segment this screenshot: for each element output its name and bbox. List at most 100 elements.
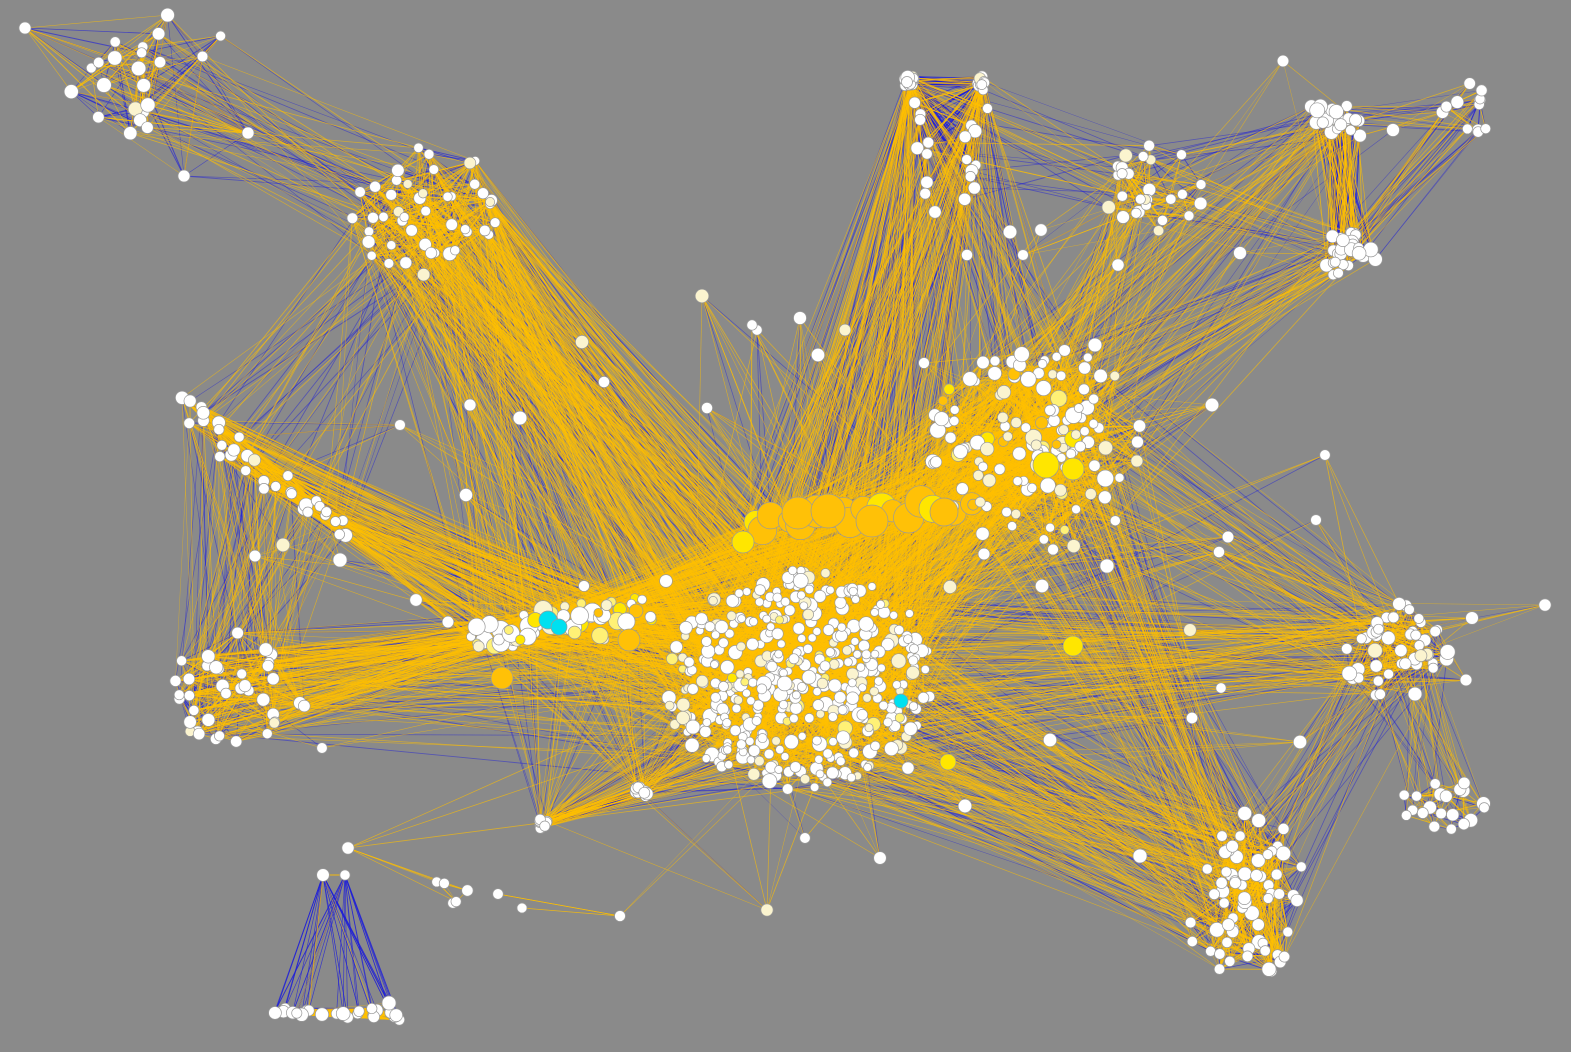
graph-node[interactable] — [213, 423, 225, 436]
graph-node[interactable] — [934, 411, 950, 427]
graph-node[interactable] — [539, 820, 551, 832]
graph-node[interactable] — [747, 767, 761, 781]
graph-node-satellite[interactable] — [810, 347, 826, 363]
graph-node[interactable] — [644, 611, 657, 623]
graph-node-satellite[interactable] — [746, 319, 758, 331]
graph-node[interactable] — [1278, 950, 1291, 963]
graph-node[interactable] — [724, 760, 734, 770]
graph-node[interactable] — [1450, 95, 1465, 109]
graph-node[interactable] — [725, 594, 740, 608]
graph-node[interactable] — [1439, 789, 1453, 803]
graph-node[interactable] — [780, 752, 790, 761]
graph-node[interactable] — [976, 79, 988, 90]
graph-node[interactable] — [766, 660, 778, 673]
graph-node[interactable] — [881, 637, 895, 652]
graph-node[interactable] — [233, 431, 245, 443]
graph-node[interactable] — [418, 237, 432, 252]
graph-node[interactable] — [1088, 393, 1100, 405]
graph-node[interactable] — [354, 186, 366, 198]
graph-node[interactable] — [1261, 961, 1277, 977]
graph-node[interactable] — [922, 136, 935, 149]
graph-node[interactable] — [1101, 200, 1116, 215]
graph-node[interactable] — [802, 608, 814, 621]
graph-node[interactable] — [1195, 179, 1207, 190]
graph-node[interactable] — [386, 240, 397, 251]
graph-node[interactable] — [1038, 534, 1049, 545]
graph-node[interactable] — [903, 721, 918, 736]
graph-node-gold[interactable] — [781, 496, 815, 530]
graph-node[interactable] — [1270, 868, 1283, 881]
graph-node-satellite[interactable] — [1459, 673, 1473, 687]
graph-node[interactable] — [1439, 644, 1456, 660]
graph-node[interactable] — [783, 734, 799, 750]
graph-node[interactable] — [1157, 214, 1168, 226]
graph-node[interactable] — [1341, 665, 1358, 682]
graph-node[interactable] — [1367, 642, 1383, 659]
graph-node[interactable] — [1429, 625, 1441, 638]
graph-node[interactable] — [684, 737, 700, 753]
graph-node[interactable] — [1039, 477, 1056, 494]
graph-node[interactable] — [908, 655, 919, 666]
graph-node[interactable] — [442, 191, 453, 202]
graph-node[interactable] — [920, 664, 930, 675]
graph-node[interactable] — [776, 675, 793, 692]
graph-node[interactable] — [1186, 935, 1198, 948]
graph-node[interactable] — [423, 148, 435, 160]
graph-node[interactable] — [944, 431, 957, 444]
graph-node[interactable] — [972, 469, 984, 481]
graph-node[interactable] — [467, 617, 486, 636]
graph-node[interactable] — [1030, 439, 1042, 451]
graph-node[interactable] — [1130, 207, 1142, 219]
graph-node[interactable] — [268, 717, 280, 729]
graph-node[interactable] — [1413, 613, 1425, 624]
graph-node[interactable] — [679, 621, 693, 635]
graph-node-satellite[interactable] — [961, 249, 973, 261]
graph-node[interactable] — [727, 672, 738, 684]
graph-node[interactable] — [704, 621, 716, 632]
graph-node[interactable] — [701, 636, 712, 647]
graph-node[interactable] — [1399, 657, 1412, 670]
graph-node-satellite[interactable] — [459, 488, 473, 502]
graph-node[interactable] — [1093, 368, 1108, 384]
graph-node[interactable] — [1429, 778, 1441, 790]
graph-node[interactable] — [736, 641, 746, 652]
graph-node[interactable] — [791, 690, 801, 700]
graph-node[interactable] — [1058, 424, 1069, 436]
graph-node[interactable] — [1214, 948, 1226, 960]
graph-node[interactable] — [1414, 649, 1428, 662]
graph-node[interactable] — [383, 258, 395, 269]
graph-node[interactable] — [752, 699, 764, 711]
graph-node[interactable] — [450, 896, 462, 908]
graph-node[interactable] — [894, 624, 905, 636]
graph-node[interactable] — [993, 463, 1006, 475]
graph-node[interactable] — [1404, 604, 1415, 615]
graph-node[interactable] — [836, 756, 846, 766]
graph-node[interactable] — [489, 217, 501, 228]
graph-node[interactable] — [974, 496, 986, 508]
graph-node[interactable] — [153, 56, 167, 69]
graph-node-satellite[interactable] — [463, 398, 477, 412]
graph-node[interactable] — [870, 649, 880, 659]
graph-node-satellite[interactable] — [598, 376, 610, 388]
graph-node[interactable] — [1394, 643, 1408, 658]
graph-node[interactable] — [1251, 918, 1265, 932]
graph-node[interactable] — [664, 700, 675, 711]
graph-node[interactable] — [600, 599, 613, 611]
graph-node-satellite[interactable] — [441, 615, 455, 629]
graph-node[interactable] — [1007, 521, 1018, 532]
graph-node[interactable] — [852, 649, 862, 659]
graph-node[interactable] — [1142, 182, 1157, 197]
graph-node-satellite[interactable] — [394, 419, 406, 431]
graph-node[interactable] — [930, 455, 943, 469]
graph-node-satellite[interactable] — [901, 761, 915, 775]
graph-node[interactable] — [702, 718, 712, 727]
graph-node-satellite[interactable] — [1087, 337, 1103, 353]
graph-node[interactable] — [740, 677, 750, 687]
graph-node-satellite[interactable] — [1111, 258, 1125, 272]
graph-node[interactable] — [256, 692, 271, 707]
graph-node[interactable] — [1329, 256, 1341, 268]
graph-node[interactable] — [214, 451, 226, 463]
graph-node[interactable] — [1047, 369, 1058, 380]
graph-node[interactable] — [1369, 659, 1383, 673]
